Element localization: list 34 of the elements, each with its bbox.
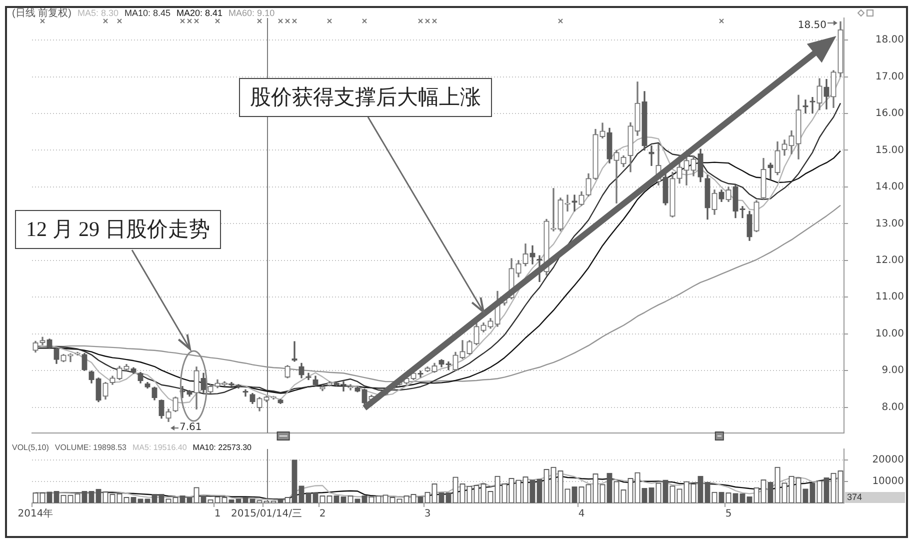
text: 374 [845, 492, 905, 503]
chart-title: VOL(5,10) [12, 443, 49, 452]
text: MA60: 9.10 [228, 8, 275, 19]
y-tick-label: 14.00 [875, 182, 904, 193]
x-tick-label: 5 [725, 508, 732, 520]
x-tick-label: 2014年 [18, 508, 54, 520]
annotation: 12 月 29 日股价走势 [15, 210, 221, 249]
text: MA5: 19516.40 [132, 443, 187, 452]
text: MA10: 8.45 [124, 8, 171, 19]
annotation: 7.61 [180, 422, 202, 434]
text: MA10: 22573.30 [192, 443, 252, 452]
y-tick-label: 12.00 [875, 254, 904, 266]
text: VOLUME: 19898.53 [54, 443, 127, 452]
chart-title: (日线 前复权) [12, 8, 72, 19]
x-tick-label: 2 [319, 508, 326, 520]
y-tick-label: 11.00 [875, 292, 904, 303]
text: MA5: 8.30 [77, 8, 118, 19]
y-tick-label: 15.00 [875, 144, 904, 156]
y-tick-label: 9.00 [882, 365, 904, 376]
y-tick-label: 10.00 [875, 328, 904, 340]
y-tick-label: 18.00 [875, 34, 904, 46]
x-tick-label: 3 [424, 508, 431, 520]
y-tick-label: 10000 [872, 476, 904, 487]
x-tick-label: 2015/01/14/三 [230, 508, 302, 520]
y-tick-label: 8.00 [882, 402, 904, 413]
y-tick-label: 13.00 [875, 218, 904, 230]
text: MA20: 8.41 [176, 8, 223, 19]
x-tick-label: 1 [214, 508, 221, 520]
y-tick-label: 17.00 [875, 71, 904, 82]
y-tick-label: 20000 [872, 454, 904, 466]
annotation: 股价获得支撑后大幅上涨 [239, 78, 492, 117]
x-tick-label: 4 [578, 508, 585, 520]
y-tick-label: 16.00 [875, 108, 904, 120]
annotation: 18.50 [798, 20, 826, 32]
